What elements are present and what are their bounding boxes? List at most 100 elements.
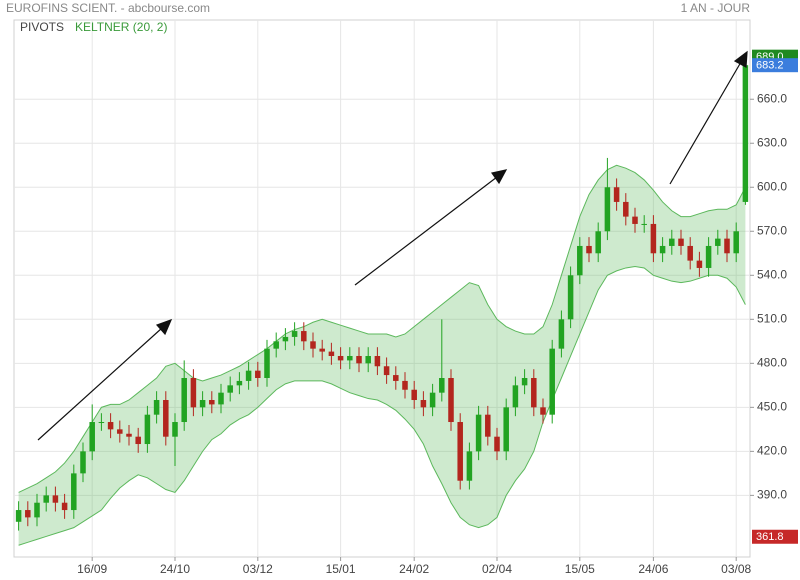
candle-body (696, 260, 703, 268)
y-tick-label: 390.0 (757, 488, 787, 502)
candle-body (466, 451, 473, 481)
candle-body (503, 407, 509, 452)
candle-body (291, 331, 298, 337)
candle-body (43, 495, 49, 503)
candle-body (328, 351, 335, 356)
plot-frame (13, 19, 751, 558)
candle-body (669, 238, 675, 246)
x-tick-label: 15/01 (326, 562, 356, 576)
grid (14, 20, 750, 557)
candle-body (531, 378, 537, 408)
candle-body (512, 385, 519, 408)
candle-body (577, 245, 583, 276)
candle-body (126, 433, 132, 437)
candle-body (705, 245, 712, 268)
annotations (37, 50, 748, 441)
candle-body (117, 429, 123, 434)
arrow-head (155, 318, 173, 336)
candle-body (319, 348, 325, 352)
y-tick-label: 450.0 (757, 400, 787, 414)
candle-body (604, 187, 611, 232)
y-tick-label: 510.0 (757, 311, 787, 325)
y-tick-label: 420.0 (757, 444, 787, 458)
candle-body (724, 238, 730, 254)
candle-body (190, 378, 197, 408)
candle-body (144, 414, 151, 445)
candle-body (567, 275, 574, 320)
channel-upper (18, 164, 746, 493)
candle-body (282, 336, 289, 342)
candle-body (347, 355, 353, 361)
arrow-head (733, 50, 748, 68)
candle-body (301, 331, 307, 342)
candle-body (549, 348, 555, 415)
price-label-text: 361.8 (756, 531, 784, 543)
y-tick-label: 540.0 (757, 267, 787, 281)
candle-body (448, 378, 454, 423)
candle-body (420, 400, 427, 408)
candle-body (393, 375, 399, 381)
period: 1 AN - JOUR (681, 1, 751, 15)
y-tick-label: 480.0 (757, 355, 787, 369)
candle-body (374, 355, 381, 367)
candle-body (80, 451, 86, 474)
price-label-box (752, 58, 798, 73)
candle-body (558, 319, 565, 349)
candle-body (586, 245, 592, 254)
candle-body (595, 231, 601, 254)
candle-body (71, 473, 77, 511)
x-tick-label: 24/10 (160, 562, 190, 576)
candle-body (264, 348, 270, 378)
candle-body (742, 65, 749, 202)
candle-body (613, 187, 620, 202)
x-tick-label: 24/06 (638, 562, 668, 576)
candle-body (411, 389, 417, 401)
chart-title: EUROFINS SCIENT. - abcbourse.com (6, 1, 210, 15)
candle-body (255, 370, 261, 378)
candle-body (521, 378, 528, 386)
indicator-label: KELTNER (20, 2) (75, 20, 167, 34)
keltner-channel (18, 164, 746, 546)
candle-body (209, 400, 215, 405)
candle-body (457, 422, 463, 481)
candle-body (659, 245, 666, 254)
y-tick-label: 570.0 (757, 223, 787, 237)
candle-body (715, 238, 721, 246)
y-tick-label: 600.0 (757, 179, 787, 193)
candle-body (356, 355, 362, 364)
candle-body (402, 380, 408, 390)
candle-body (107, 422, 114, 430)
candle-body (475, 414, 482, 452)
candle-body (172, 422, 178, 437)
candle-body (337, 355, 344, 361)
candle-body (485, 414, 491, 437)
candle-body (429, 392, 436, 408)
candle-body (227, 385, 233, 393)
x-tick-label: 02/04 (482, 562, 512, 576)
candle-body (98, 422, 105, 424)
candle-body (650, 223, 657, 254)
candle-body (641, 223, 647, 225)
candle-body (15, 510, 22, 522)
candle-body (218, 392, 224, 405)
candle-body (733, 231, 739, 254)
candles (15, 56, 749, 531)
candle-body (632, 216, 638, 224)
price-label-text: 683.2 (756, 60, 784, 72)
candle-body (153, 400, 160, 415)
candle-body (89, 422, 95, 452)
arrow (37, 327, 163, 441)
channel-fill (18, 165, 746, 546)
candle-body (687, 245, 693, 261)
x-tick-label: 15/05 (565, 562, 595, 576)
channel-lower (18, 265, 746, 546)
candle-body (181, 378, 187, 423)
y-tick-label: 660.0 (757, 91, 787, 105)
arrow (354, 176, 498, 286)
candle-body (199, 400, 206, 408)
x-tick-label: 24/02 (399, 562, 429, 576)
candle-body (310, 341, 316, 349)
candle-body (678, 238, 684, 246)
axes: 390.0 420.0 450.0 480.0 510.0 540.0 570.0 600.0… (77, 49, 798, 576)
candle-body (34, 502, 40, 518)
